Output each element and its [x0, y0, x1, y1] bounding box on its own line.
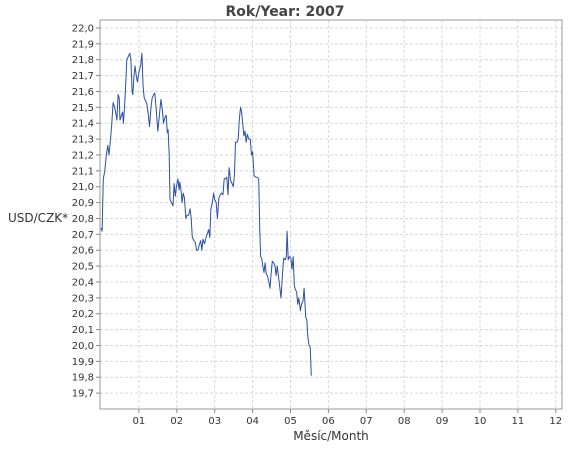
y-tick-label: 20,6 — [72, 246, 94, 257]
x-tick-label: 03 — [208, 416, 221, 427]
x-tick-label: 08 — [398, 416, 411, 427]
y-tick-label: 21,1 — [72, 166, 94, 177]
y-tick-label: 21,4 — [72, 119, 94, 130]
y-tick-label: 21,2 — [72, 150, 94, 161]
y-tick-label: 21,5 — [72, 103, 94, 114]
y-tick-label: 21,0 — [72, 182, 94, 193]
gridlines — [100, 20, 562, 409]
y-tick-label: 21,7 — [72, 71, 94, 82]
x-tick-label: 04 — [246, 416, 259, 427]
y-axis: 19,7 19,8 19,9 20,0 20,1 20,2 20,3 20,4 20,5 20,6… — [72, 23, 100, 400]
x-axis-label: Měsíc/Month — [293, 429, 369, 443]
x-tick-label: 10 — [474, 416, 487, 427]
y-tick-label: 22,0 — [72, 23, 94, 34]
y-tick-label: 20,3 — [72, 293, 94, 304]
chart-title: Rok/Year: 2007 — [226, 4, 345, 20]
x-tick-label: 05 — [284, 416, 297, 427]
y-tick-label: 20,4 — [72, 277, 94, 288]
series-group — [100, 52, 312, 376]
x-tick-label: 07 — [360, 416, 373, 427]
y-tick-label: 19,9 — [72, 357, 94, 368]
y-tick-label: 20,9 — [72, 198, 94, 209]
y-tick-label: 20,1 — [72, 325, 94, 336]
y-tick-label: 20,7 — [72, 230, 94, 241]
y-tick-label: 20,0 — [72, 341, 94, 352]
x-axis: 01 02 03 04 05 06 07 08 09 10 11 12 — [133, 409, 562, 427]
y-axis-label: USD/CZK* — [8, 211, 68, 225]
x-tick-label: 12 — [549, 416, 562, 427]
y-tick-label: 20,2 — [72, 309, 94, 320]
x-tick-label: 02 — [170, 416, 183, 427]
y-tick-label: 21,9 — [72, 39, 94, 50]
y-tick-label: 19,8 — [72, 373, 94, 384]
series-line — [100, 52, 312, 376]
y-tick-label: 21,6 — [72, 87, 94, 98]
x-tick-label: 06 — [322, 416, 335, 427]
y-tick-label: 20,5 — [72, 262, 94, 273]
x-tick-label: 09 — [436, 416, 449, 427]
y-tick-label: 19,7 — [72, 389, 94, 400]
y-tick-label: 21,3 — [72, 135, 94, 146]
plot-area-border — [99, 19, 563, 410]
y-tick-label: 20,8 — [72, 214, 94, 225]
x-tick-label: 01 — [133, 416, 146, 427]
y-tick-label: 21,8 — [72, 55, 94, 66]
x-tick-label: 11 — [512, 416, 525, 427]
